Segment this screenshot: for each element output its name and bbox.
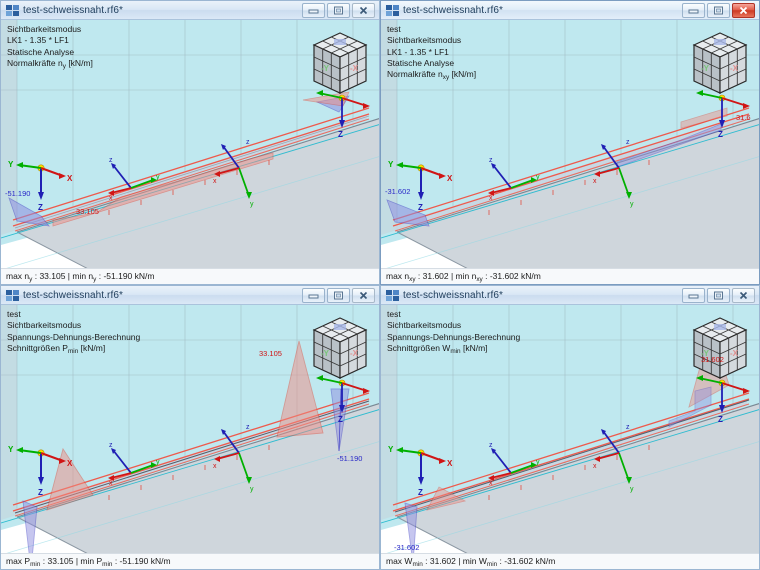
- svg-text:z: z: [246, 139, 250, 146]
- statusbar-wmin: max Wmin : 31.602 | min Wmin : -31.602 k…: [381, 553, 759, 569]
- svg-text:Y: Y: [8, 445, 14, 454]
- app-icon: [6, 289, 19, 301]
- status-text: max nxy : 31.602 | min nxy : -31.602 kN/…: [386, 270, 541, 283]
- svg-text:-Y: -Y: [321, 349, 330, 358]
- titlebar-wmin[interactable]: test-schweissnaht.rf6*: [381, 286, 759, 305]
- svg-text:Y: Y: [388, 445, 394, 454]
- window-ny[interactable]: test-schweissnaht.rf6*: [0, 0, 380, 285]
- svg-text:X: X: [67, 459, 73, 468]
- viewport-ny[interactable]: z y x z y x: [1, 20, 379, 284]
- svg-text:z: z: [489, 442, 493, 449]
- close-button[interactable]: [352, 287, 375, 303]
- window-title: test-schweissnaht.rf6*: [403, 4, 504, 16]
- svg-text:y: y: [156, 459, 160, 466]
- svg-text:Z: Z: [38, 488, 43, 497]
- minimize-button[interactable]: [302, 2, 325, 18]
- close-button[interactable]: [732, 287, 755, 303]
- close-button[interactable]: [352, 2, 375, 18]
- svg-text:y: y: [156, 174, 160, 181]
- view-cube[interactable]: -Y -X: [294, 25, 374, 110]
- viewport-pmin[interactable]: z y x z y x: [1, 305, 379, 569]
- statusbar-ny: max ny : 33.105 | min ny : -51.190 kN/m: [1, 268, 379, 284]
- svg-text:x: x: [593, 463, 597, 470]
- svg-text:x: x: [213, 463, 217, 470]
- svg-text:y: y: [250, 201, 254, 208]
- svg-text:y: y: [250, 486, 254, 493]
- titlebar-nxy[interactable]: test-schweissnaht.rf6*: [381, 1, 759, 20]
- svg-text:Z: Z: [718, 130, 723, 139]
- view-cube[interactable]: -Y -X: [674, 310, 754, 395]
- view-cube[interactable]: -Y -X: [674, 25, 754, 110]
- svg-text:-X: -X: [730, 64, 739, 73]
- svg-text:Y: Y: [8, 160, 14, 169]
- window-title: test-schweissnaht.rf6*: [403, 289, 504, 301]
- svg-text:-Y: -Y: [321, 64, 330, 73]
- svg-text:Z: Z: [418, 488, 423, 497]
- svg-text:x: x: [213, 178, 217, 185]
- svg-text:X: X: [447, 459, 453, 468]
- svg-text:-X: -X: [730, 349, 739, 358]
- svg-text:z: z: [626, 424, 630, 431]
- app-icon: [386, 289, 399, 301]
- svg-text:Z: Z: [338, 415, 343, 424]
- svg-text:x: x: [489, 195, 493, 202]
- maximize-button[interactable]: [327, 2, 350, 18]
- viewport-wmin[interactable]: z y x z y x: [381, 305, 759, 569]
- svg-text:X: X: [67, 174, 73, 183]
- scene-3d-pmin[interactable]: z y x z y x: [1, 305, 379, 569]
- minimize-button[interactable]: [682, 2, 705, 18]
- svg-text:z: z: [109, 157, 113, 164]
- statusbar-nxy: max nxy : 31.602 | min nxy : -31.602 kN/…: [381, 268, 759, 284]
- window-title: test-schweissnaht.rf6*: [23, 4, 124, 16]
- window-title: test-schweissnaht.rf6*: [23, 289, 124, 301]
- svg-text:z: z: [109, 442, 113, 449]
- window-pmin[interactable]: test-schweissnaht.rf6*: [0, 285, 380, 570]
- svg-text:y: y: [630, 486, 634, 493]
- svg-text:z: z: [626, 139, 630, 146]
- minimize-button[interactable]: [302, 287, 325, 303]
- titlebar-buttons: [302, 287, 375, 303]
- svg-text:y: y: [536, 459, 540, 466]
- titlebar-buttons: [302, 2, 375, 18]
- svg-text:-X: -X: [350, 64, 359, 73]
- status-text: max ny : 33.105 | min ny : -51.190 kN/m: [6, 270, 155, 283]
- maximize-button[interactable]: [707, 287, 730, 303]
- svg-text:Z: Z: [38, 203, 43, 212]
- svg-text:Z: Z: [718, 415, 723, 424]
- svg-text:x: x: [489, 480, 493, 487]
- svg-text:y: y: [630, 201, 634, 208]
- maximize-button[interactable]: [327, 287, 350, 303]
- svg-text:x: x: [593, 178, 597, 185]
- svg-text:Z: Z: [418, 203, 423, 212]
- svg-text:z: z: [246, 424, 250, 431]
- titlebar-ny[interactable]: test-schweissnaht.rf6*: [1, 1, 379, 20]
- app-icon: [6, 4, 19, 16]
- svg-text:X: X: [447, 174, 453, 183]
- viewport-nxy[interactable]: z y x z y x: [381, 20, 759, 284]
- svg-text:-X: -X: [350, 349, 359, 358]
- svg-text:Z: Z: [338, 130, 343, 139]
- minimize-button[interactable]: [682, 287, 705, 303]
- svg-text:x: x: [109, 480, 113, 487]
- app-icon: [386, 4, 399, 16]
- window-nxy[interactable]: test-schweissnaht.rf6*: [380, 0, 760, 285]
- svg-text:-Y: -Y: [701, 64, 710, 73]
- maximize-button[interactable]: [707, 2, 730, 18]
- close-button[interactable]: [732, 2, 755, 18]
- svg-text:-Y: -Y: [701, 349, 710, 358]
- titlebar-buttons: [682, 287, 755, 303]
- titlebar-buttons: [682, 2, 755, 18]
- status-text: max Pmin : 33.105 | min Pmin : -51.190 k…: [6, 555, 171, 568]
- svg-text:y: y: [536, 174, 540, 181]
- svg-text:x: x: [109, 195, 113, 202]
- scene-3d-ny[interactable]: z y x z y x: [1, 20, 379, 284]
- titlebar-pmin[interactable]: test-schweissnaht.rf6*: [1, 286, 379, 305]
- statusbar-pmin: max Pmin : 33.105 | min Pmin : -51.190 k…: [1, 553, 379, 569]
- svg-text:Y: Y: [388, 160, 394, 169]
- view-cube[interactable]: -Y -X: [294, 310, 374, 395]
- status-text: max Wmin : 31.602 | min Wmin : -31.602 k…: [386, 555, 556, 568]
- svg-text:z: z: [489, 157, 493, 164]
- window-wmin[interactable]: test-schweissnaht.rf6*: [380, 285, 760, 570]
